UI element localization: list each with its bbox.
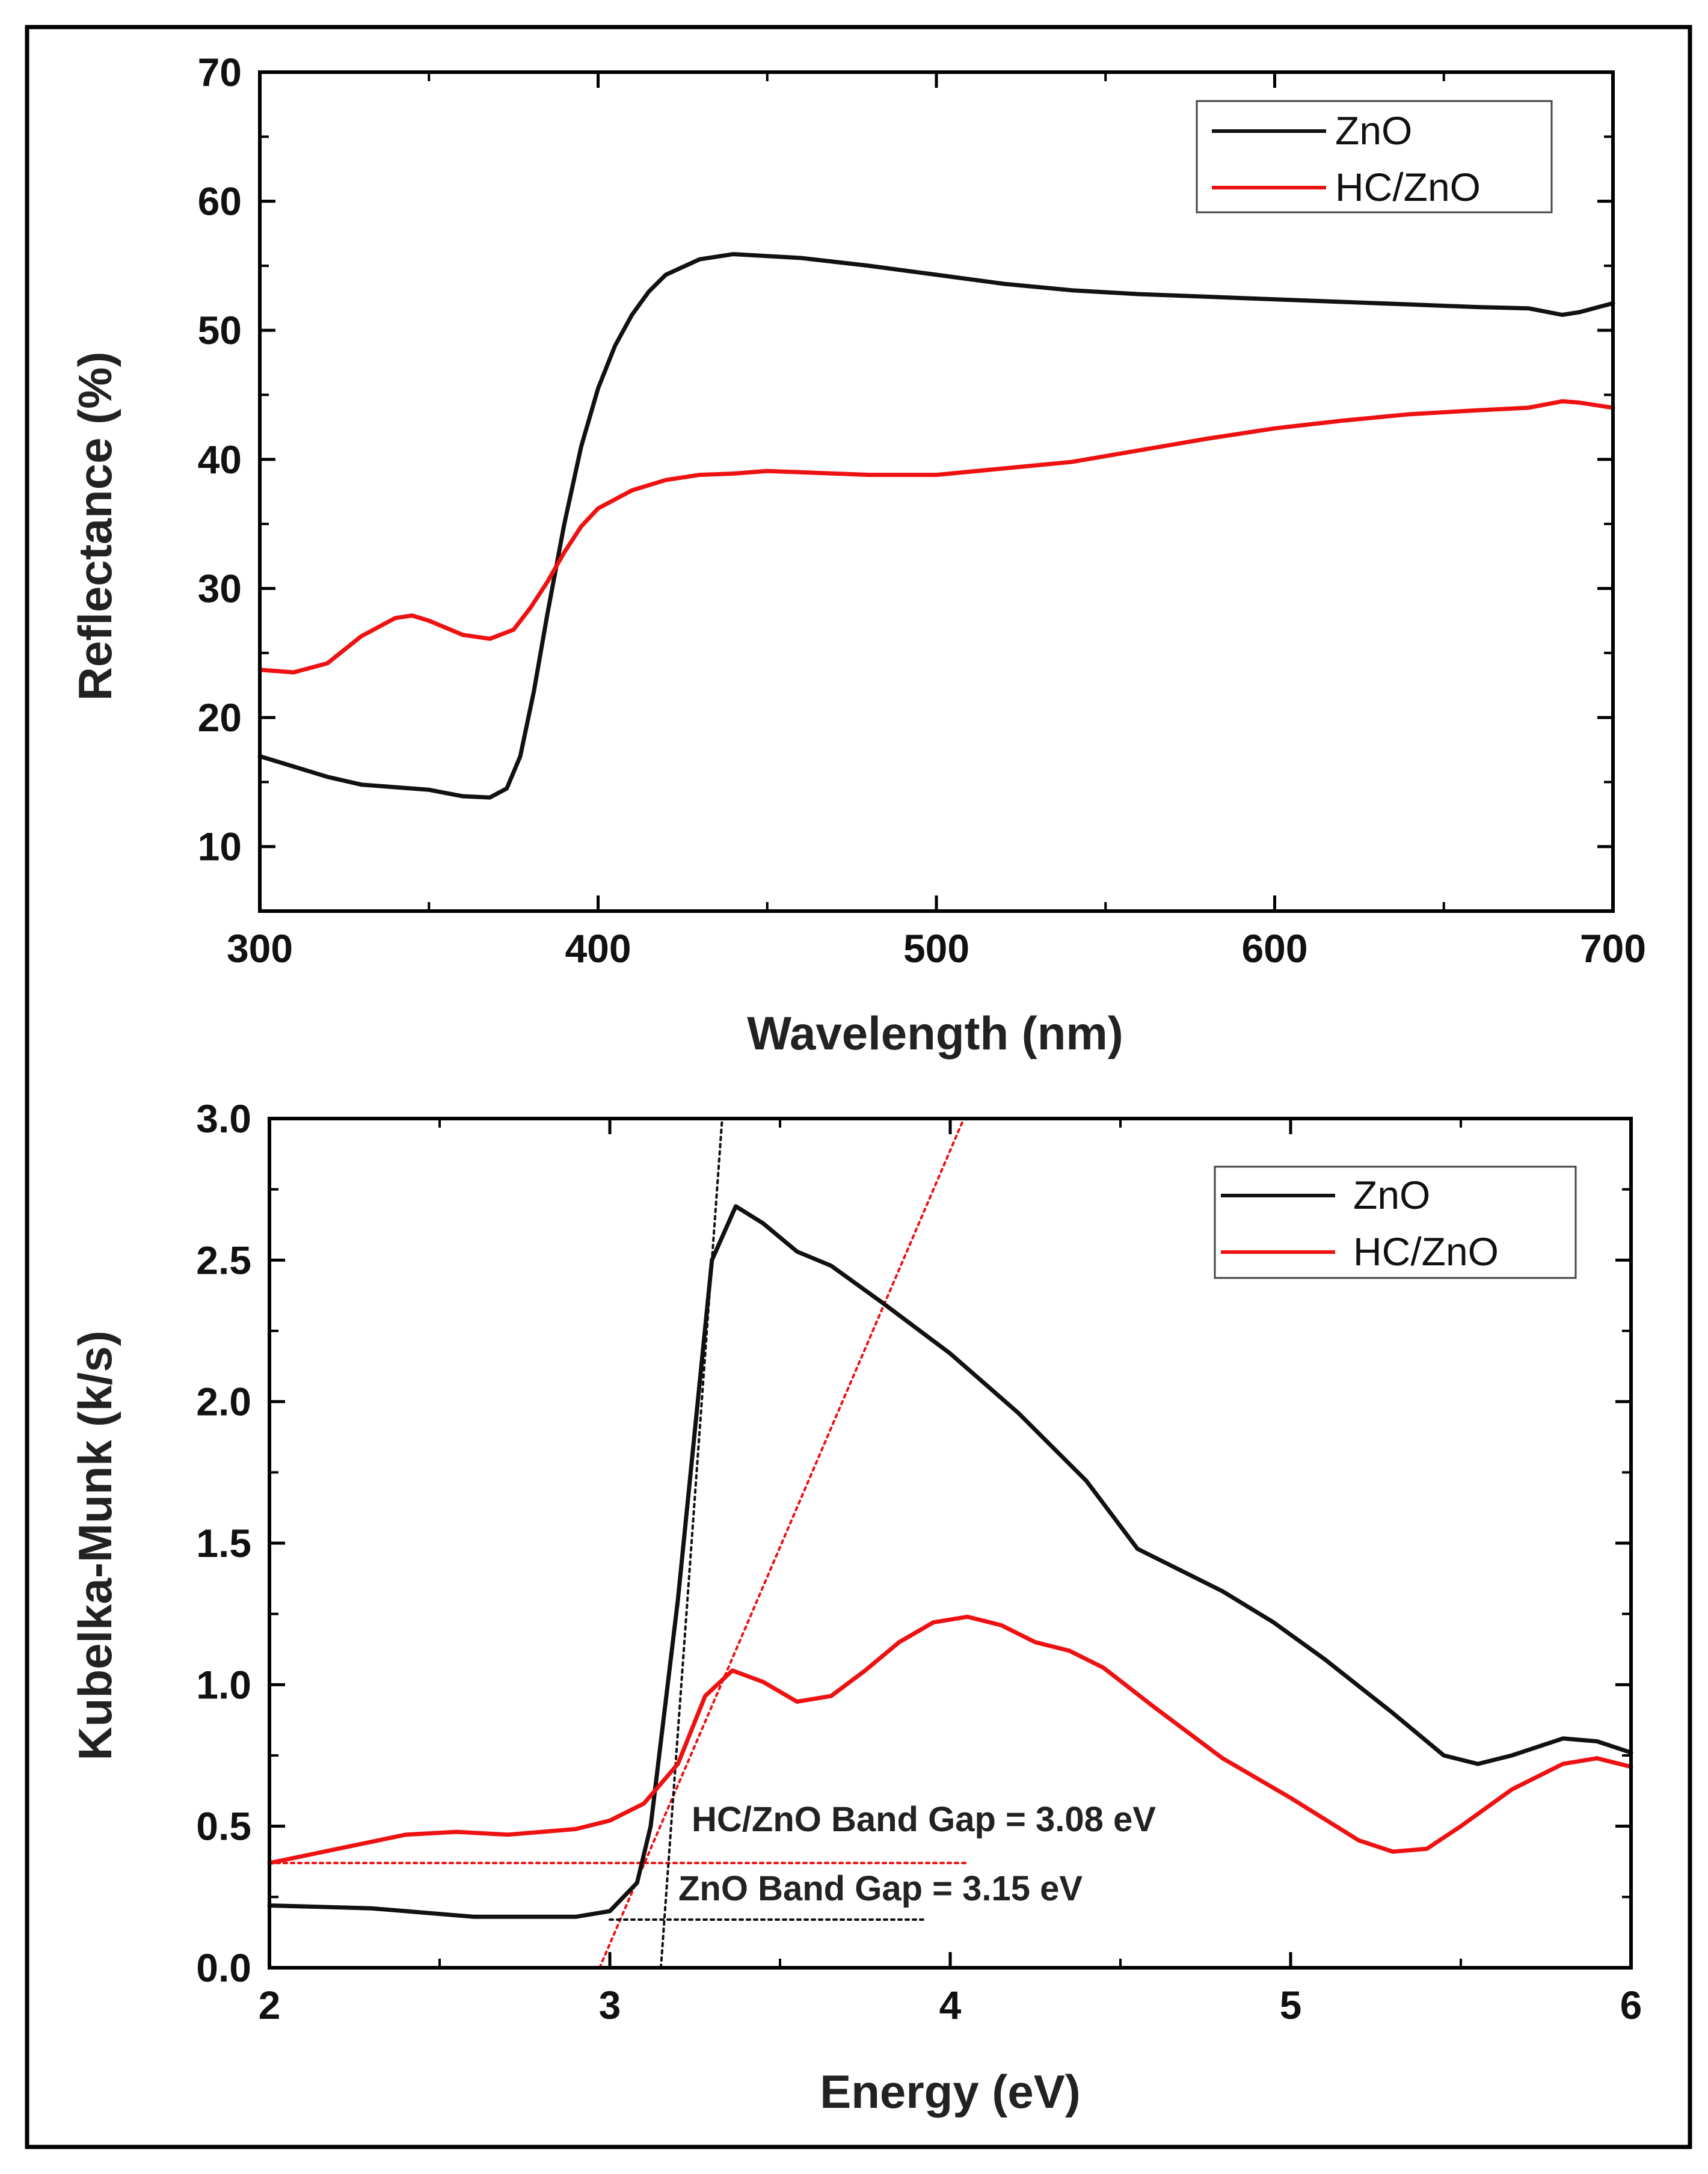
top-y-tick-label: 20 — [198, 695, 242, 740]
bottom-x-tick-label: 5 — [1280, 1983, 1302, 2027]
bottom-series-line-zno — [267, 1204, 1633, 1919]
annotation-zno-band-gap: ZnO Band Gap = 3.15 eV — [678, 1869, 1083, 1908]
bottom-y-tick-label: 1.0 — [196, 1662, 251, 1707]
bottom-series-line-hc-zno — [267, 1614, 1633, 1865]
bottom-y-tick-label: 0.5 — [196, 1804, 251, 1849]
top-x-tick-label: 500 — [903, 926, 969, 971]
bottom-legend-box — [1214, 1165, 1577, 1279]
bottom-y-tick-label: 2.5 — [196, 1238, 251, 1282]
top-y-tick-label: 60 — [198, 179, 242, 224]
bottom-chart: 2 3 4 5 6 0.0 0.5 1.0 1.5 2.0 2.5 3.0 HC/ZnO Band G… — [69, 1096, 1642, 2118]
bottom-legend-label-zno: ZnO — [1353, 1173, 1430, 1217]
top-x-tick-label: 600 — [1241, 926, 1307, 971]
top-x-axis-title: Wavelength (nm) — [747, 1007, 1123, 1060]
top-y-tick-label: 10 — [198, 824, 242, 869]
bottom-y-tick-label: 1.5 — [196, 1521, 251, 1565]
figure-border — [25, 25, 1692, 2149]
bottom-chart-tick-labels: 2 3 4 5 6 0.0 0.5 1.0 1.5 2.0 2.5 3.0 — [196, 1096, 1642, 2027]
top-y-tick-label: 50 — [198, 308, 242, 352]
top-series-line-zno — [257, 252, 1615, 800]
bottom-x-tick-label: 6 — [1620, 1983, 1642, 2027]
bottom-x-tick-label: 2 — [259, 1983, 281, 2027]
top-chart-tick-labels: 300 400 500 600 700 10 20 30 40 50 60 70 — [198, 50, 1646, 971]
top-legend: ZnO HC/ZnO — [1196, 100, 1553, 213]
top-legend-box — [1196, 100, 1553, 213]
bottom-x-tick-label: 3 — [599, 1983, 621, 2027]
bottom-chart-frame — [268, 1117, 1633, 1970]
bottom-y-tick-label: 2.0 — [196, 1380, 251, 1424]
top-legend-label-hczno: HC/ZnO — [1335, 165, 1481, 209]
top-chart-frame — [258, 70, 1615, 913]
bottom-guide-line-0 — [598, 1117, 965, 1969]
top-chart-series — [257, 252, 1615, 800]
bottom-legend-label-hczno: HC/ZnO — [1353, 1229, 1499, 1274]
top-series-line-hc-zno — [257, 399, 1615, 675]
top-x-tick-label: 400 — [565, 926, 631, 971]
bottom-x-tick-label: 4 — [939, 1983, 962, 2027]
annotation-hczno-band-gap: HC/ZnO Band Gap = 3.08 eV — [692, 1800, 1156, 1839]
bottom-x-axis-title: Energy (eV) — [820, 2065, 1080, 2118]
bottom-y-tick-label: 3.0 — [196, 1096, 251, 1141]
top-y-axis-title: Reflectance (%) — [69, 352, 121, 701]
bottom-legend: ZnO HC/ZnO — [1214, 1165, 1577, 1279]
top-x-tick-label: 700 — [1580, 926, 1646, 971]
top-x-tick-label: 300 — [227, 926, 293, 971]
bottom-y-tick-label: 0.0 — [196, 1945, 251, 1990]
top-y-tick-label: 30 — [198, 566, 242, 610]
bottom-y-axis-title: Kubelka-Munk (k/s) — [69, 1330, 121, 1760]
top-chart: 300 400 500 600 700 10 20 30 40 50 60 70 Wavelength… — [69, 50, 1646, 1060]
top-legend-label-zno: ZnO — [1335, 108, 1412, 153]
bottom-chart-series — [267, 1204, 1633, 1919]
top-y-tick-label: 70 — [198, 50, 242, 94]
top-y-tick-label: 40 — [198, 437, 242, 482]
